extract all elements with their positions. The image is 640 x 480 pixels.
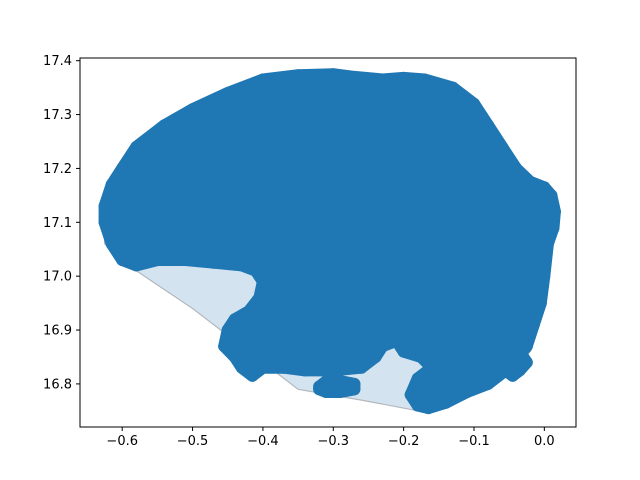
- scatter-point: [179, 254, 192, 266]
- scatter-point: [221, 324, 234, 336]
- x-tick-label: −0.2: [388, 434, 420, 449]
- scatter-point: [482, 119, 495, 132]
- y-tick-label: 17.2: [43, 162, 72, 177]
- scatter-point: [520, 356, 533, 369]
- scatter-point: [496, 140, 509, 153]
- y-tick-label: 17.3: [43, 108, 72, 123]
- scatter-point: [249, 264, 262, 277]
- scatter-point: [355, 361, 368, 374]
- scatter-point: [348, 70, 361, 83]
- scatter-point: [390, 334, 403, 347]
- y-tick-label: 17.4: [43, 54, 72, 69]
- scatter-point: [541, 237, 554, 250]
- scatter-point: [207, 256, 220, 269]
- scatter-point: [292, 69, 305, 82]
- scatter-point: [439, 396, 452, 409]
- scatter-point: [425, 361, 438, 374]
- x-tick-label: −0.5: [177, 434, 209, 449]
- scatter-point: [548, 205, 561, 218]
- scatter-point: [376, 73, 389, 86]
- scatter-point: [218, 340, 231, 353]
- scatter-point: [538, 270, 551, 283]
- scatter-point: [116, 254, 129, 266]
- scatter-point: [422, 402, 435, 415]
- scatter-point: [299, 364, 312, 377]
- main-point-cluster: [98, 68, 561, 415]
- outlier-point-cluster: [503, 351, 533, 382]
- scatter-point: [130, 259, 143, 272]
- scatter-point: [418, 73, 431, 86]
- scatter-point: [468, 97, 480, 110]
- y-tick-label: 16.9: [43, 324, 72, 339]
- scatter-point: [334, 386, 347, 398]
- scatter-point: [397, 345, 410, 358]
- y-tick-label: 16.8: [43, 377, 72, 392]
- scatter-point: [415, 351, 428, 363]
- scatter-point: [534, 297, 547, 310]
- scatter-point: [116, 162, 129, 175]
- scatter-point: [228, 313, 241, 326]
- scatter-point: [545, 189, 558, 202]
- scatter-point: [411, 399, 424, 412]
- scatter-point: [235, 259, 248, 272]
- x-tick-label: −0.4: [247, 434, 279, 449]
- scatter-point: [320, 375, 333, 388]
- x-tick-label: 0.0: [534, 434, 555, 449]
- scatter-point: [313, 383, 326, 396]
- scatter-point: [376, 340, 389, 353]
- scatter-point: [334, 375, 347, 388]
- scatter-point: [397, 71, 410, 84]
- scatter-point: [158, 119, 171, 132]
- scatter-point: [253, 291, 266, 304]
- scatter-point: [411, 372, 424, 385]
- scatter-point: [246, 369, 259, 382]
- scatter-point: [446, 81, 459, 94]
- axes: −0.6 −0.5 −0.4 −0.3 −0.2 −0.1 0.0 16.8 16.9 17.0 1…: [43, 54, 577, 449]
- scatter-point: [221, 87, 234, 99]
- x-tick-label: −0.6: [106, 434, 138, 449]
- scatter-point: [461, 386, 473, 398]
- scatter-point: [527, 318, 540, 331]
- scatter-point: [256, 361, 269, 374]
- scatter-point: [547, 221, 560, 234]
- y-tick-label: 17.1: [43, 216, 72, 231]
- scatter-point: [348, 383, 361, 396]
- axes-frame: [79, 57, 577, 428]
- scatter-point: [327, 364, 340, 377]
- scatter-point: [186, 103, 199, 116]
- scatter-point: [482, 377, 495, 390]
- scatter-point: [105, 237, 118, 250]
- scatter-point: [506, 369, 519, 382]
- plot-area: [98, 68, 561, 415]
- scatter-point: [278, 361, 290, 374]
- scatter-point: [256, 73, 269, 86]
- scatter-point: [98, 200, 111, 213]
- scatter-point: [151, 254, 164, 266]
- scatter-point: [327, 68, 340, 81]
- y-tick-label: 17.0: [43, 270, 72, 285]
- scatter-point: [256, 275, 269, 288]
- x-tick-label: −0.1: [458, 434, 490, 449]
- scatter-point: [520, 340, 533, 353]
- scatter-point: [228, 351, 241, 363]
- scatter-point: [130, 140, 143, 153]
- scatter-point: [369, 351, 382, 363]
- scatter-point: [538, 181, 551, 194]
- scatter-point: [242, 305, 255, 318]
- x-tick-label: −0.3: [317, 434, 349, 449]
- scatter-point: [98, 216, 111, 229]
- scatter-point: [404, 388, 417, 401]
- scatter-point: [524, 175, 537, 188]
- outlier-point-cluster: [313, 375, 361, 398]
- scatter-point: [510, 162, 523, 175]
- scatter-point: [105, 178, 118, 191]
- scatter-point: [235, 361, 248, 374]
